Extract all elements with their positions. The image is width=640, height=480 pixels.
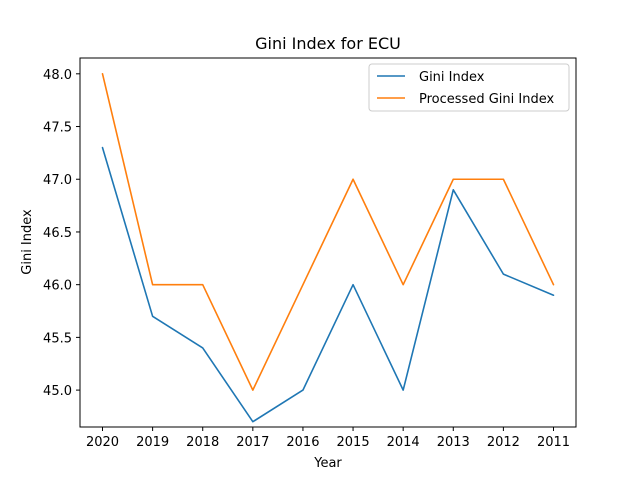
x-tick-label: 2017 <box>236 435 269 450</box>
y-tick-label: 48.0 <box>43 68 72 83</box>
x-axis-label: Year <box>313 456 342 471</box>
x-axis: 2020 2019 2018 2017 2016 2015 2014 2013 2012 2011 <box>86 427 570 450</box>
series-line-processed-gini-index <box>101 73 555 391</box>
x-tick-label: 2015 <box>337 435 370 450</box>
x-tick-label: 2020 <box>86 435 119 450</box>
series-line-gini-index <box>101 146 555 423</box>
plot-area <box>79 57 577 428</box>
y-tick-label: 46.0 <box>43 279 72 294</box>
x-tick-label: 2018 <box>186 435 219 450</box>
y-tick-label: 46.5 <box>43 226 72 241</box>
legend-label: Processed Gini Index <box>419 92 554 107</box>
plot-frame <box>79 57 577 428</box>
x-tick-label: 2012 <box>487 435 520 450</box>
y-axis-label: Gini Index <box>20 209 35 275</box>
y-axis: 45.0 45.5 46.0 46.5 47.0 47.5 48.0 <box>43 68 80 399</box>
y-tick-label: 47.0 <box>43 173 72 188</box>
legend: Gini Index Processed Gini Index <box>368 63 570 112</box>
x-tick-label: 2011 <box>537 435 570 450</box>
legend-box <box>368 63 570 112</box>
x-tick-label: 2014 <box>387 435 420 450</box>
y-tick-label: 45.0 <box>43 384 72 399</box>
legend-label: Gini Index <box>419 70 485 85</box>
series-layer <box>101 73 555 423</box>
chart-title: Gini Index for ECU <box>255 34 401 53</box>
y-tick-label: 47.5 <box>43 121 72 136</box>
x-tick-label: 2016 <box>286 435 319 450</box>
x-tick-label: 2019 <box>136 435 169 450</box>
y-tick-label: 45.5 <box>43 331 72 346</box>
x-tick-label: 2013 <box>437 435 470 450</box>
